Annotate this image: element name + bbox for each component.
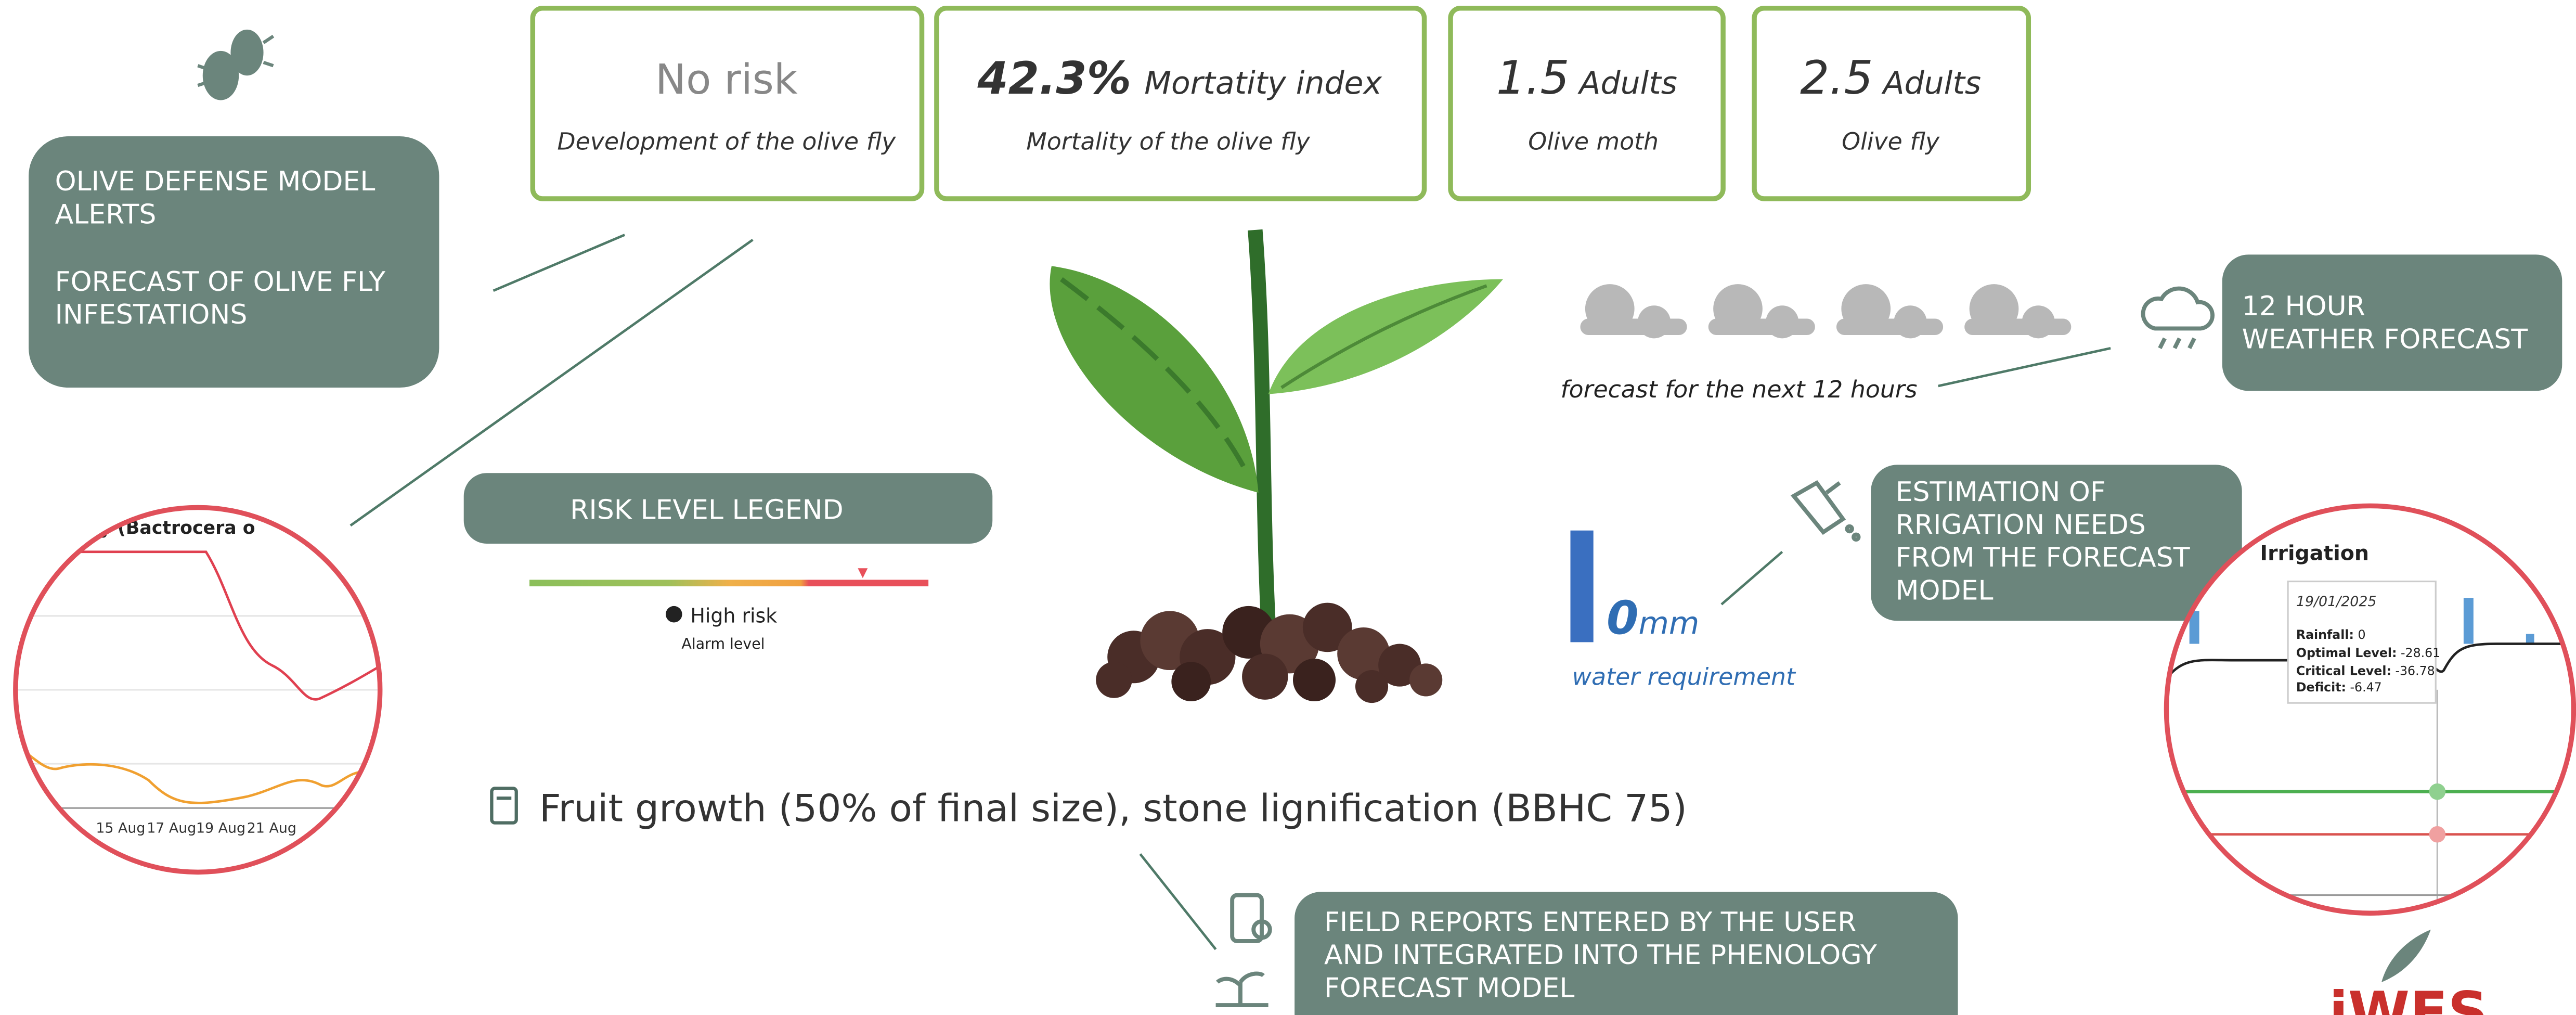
fly-chart: fly (Bactrocera o 15 Aug 17 Aug 19 Aug 2… xyxy=(1,493,395,887)
label: Optimal Level: xyxy=(2296,646,2397,660)
callout-text: INFESTATIONS xyxy=(55,299,248,330)
callout-text: FORECAST MODEL xyxy=(1324,972,1574,1004)
card-label: Olive fly xyxy=(1842,127,1940,155)
callout-text: FROM THE FORECAST xyxy=(1896,542,2190,573)
weather-icon xyxy=(2143,289,2212,349)
value: 0 xyxy=(1607,592,1638,645)
phenology-stage: Fruit growth (50% of final size), stone … xyxy=(539,787,1687,830)
unit: Adults xyxy=(1577,65,1678,101)
value: 1.5 xyxy=(1496,51,1570,105)
bug-icon xyxy=(198,30,273,100)
tooltip-date: 19/01/2025 xyxy=(2296,594,2377,610)
water-bar xyxy=(1570,531,1593,643)
connector xyxy=(1721,552,1782,605)
risk-level: High risk xyxy=(690,604,777,627)
risk-note: Alarm level xyxy=(681,635,765,652)
callout-text: MODEL xyxy=(1896,575,1994,606)
infographic: OLIVE DEFENSE MODEL ALERTS FORECAST OF O… xyxy=(0,0,2576,1015)
x-label: 17 Aug xyxy=(147,820,196,837)
card-value: No risk xyxy=(655,56,798,104)
card-label: Olive moth xyxy=(1528,127,1659,155)
tooltip-row: Critical Level: -36.78 xyxy=(2296,664,2435,678)
x-label: 21 Aug xyxy=(247,820,296,837)
label: Critical Level: xyxy=(2296,664,2391,678)
watering-can-icon xyxy=(1794,483,1859,539)
label: Deficit: xyxy=(2296,680,2346,695)
connector xyxy=(494,235,625,290)
value: -36.78 xyxy=(2395,664,2435,678)
logo: iWES xyxy=(2329,980,2488,1015)
calculator-icon xyxy=(491,788,516,823)
value: 2.5 xyxy=(1800,51,1873,105)
connector xyxy=(1140,854,1215,949)
value: -6.47 xyxy=(2350,680,2382,695)
value: 0 xyxy=(2358,627,2365,642)
weather-callout xyxy=(2222,254,2562,391)
connector xyxy=(1938,348,2111,386)
tooltip-row: Rainfall: 0 xyxy=(2296,627,2366,642)
callout-text: FORECAST OF OLIVE FLY xyxy=(55,266,385,298)
water-caption: water requirement xyxy=(1572,663,1796,690)
callout-text: OLIVE DEFENSE MODEL xyxy=(55,166,376,197)
callout-text: ALERTS xyxy=(55,199,157,230)
label: Rainfall: xyxy=(2296,627,2354,642)
card-label: Mortality of the olive fly xyxy=(1026,127,1310,155)
field-report-icons xyxy=(1216,895,1270,1006)
weather-caption: forecast for the next 12 hours xyxy=(1561,376,1918,403)
x-label: 19 Aug xyxy=(196,820,245,837)
risk-gradient xyxy=(529,580,928,586)
value: 42.3% xyxy=(977,53,1131,105)
unit: Adults xyxy=(1881,65,1982,101)
callout-text: ESTIMATION OF xyxy=(1896,477,2106,508)
chart-title: Irrigation xyxy=(2260,542,2369,566)
connectors xyxy=(351,235,2111,949)
x-label: 15 Aug xyxy=(96,820,145,837)
plant-illustration xyxy=(1050,230,1503,703)
card xyxy=(1754,8,2028,199)
tooltip-row: Deficit: -6.47 xyxy=(2296,680,2382,695)
tooltip-row: Optimal Level: -28.61 xyxy=(2296,646,2440,660)
water-amount: 0mm xyxy=(1607,592,1699,645)
card xyxy=(1451,8,1723,199)
callout-text: 12 HOUR xyxy=(2242,291,2365,322)
unit: mm xyxy=(1638,606,1699,642)
risk-icon xyxy=(666,606,682,623)
risk-marker xyxy=(858,568,868,578)
card-label: Development of the olive fly xyxy=(557,127,896,155)
logo-leaf xyxy=(2381,930,2431,982)
callout-text: FIELD REPORTS ENTERED BY THE USER xyxy=(1324,907,1856,938)
weather-clouds xyxy=(1580,284,2071,338)
callout-text: WEATHER FORECAST xyxy=(2242,324,2528,355)
callout-text: RISK LEVEL LEGEND xyxy=(570,495,844,526)
unit: Mortatity index xyxy=(1144,65,1382,101)
value: -28.61 xyxy=(2401,646,2440,660)
callout-text: RRIGATION NEEDS xyxy=(1896,509,2146,541)
callout-text: AND INTEGRATED INTO THE PHENOLOGY xyxy=(1324,940,1877,971)
